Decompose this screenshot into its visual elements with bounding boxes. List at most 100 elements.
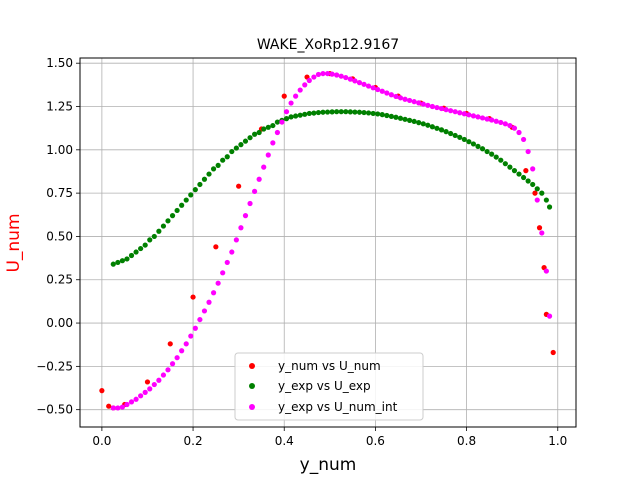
data-point bbox=[229, 249, 235, 255]
data-point bbox=[416, 120, 422, 126]
data-point bbox=[156, 228, 162, 234]
data-point bbox=[543, 268, 549, 274]
data-point bbox=[520, 174, 527, 181]
legend-label-num-int: y_exp vs U_num_int bbox=[278, 400, 398, 414]
data-point bbox=[475, 114, 481, 120]
data-point bbox=[174, 207, 180, 214]
data-point bbox=[206, 299, 212, 305]
data-point bbox=[215, 162, 221, 169]
data-point bbox=[133, 249, 139, 255]
data-point bbox=[256, 176, 262, 182]
data-point bbox=[388, 92, 394, 98]
x-tick-label: 0.4 bbox=[275, 434, 294, 448]
data-point bbox=[536, 225, 543, 231]
data-point bbox=[201, 308, 208, 314]
data-point bbox=[329, 71, 335, 77]
data-point bbox=[270, 140, 276, 146]
data-point bbox=[133, 396, 139, 402]
data-point bbox=[128, 399, 135, 405]
data-point bbox=[224, 259, 230, 266]
data-point bbox=[124, 256, 130, 262]
data-point bbox=[252, 188, 258, 194]
data-point bbox=[507, 122, 513, 129]
data-point bbox=[174, 355, 180, 361]
data-point bbox=[261, 126, 267, 132]
data-point bbox=[438, 127, 445, 133]
data-point bbox=[106, 403, 112, 409]
data-point bbox=[434, 125, 440, 131]
data-point bbox=[479, 115, 486, 121]
y-axis-label: U_num bbox=[4, 213, 24, 272]
data-point bbox=[379, 112, 385, 118]
data-point bbox=[320, 70, 326, 77]
y-tick-label: −0.25 bbox=[36, 359, 73, 373]
data-point bbox=[220, 157, 226, 163]
data-point bbox=[265, 124, 271, 130]
data-point bbox=[302, 82, 308, 88]
y-tick-label: 1.50 bbox=[46, 56, 73, 70]
data-point bbox=[165, 367, 171, 373]
data-point bbox=[119, 404, 125, 410]
legend-marker-exp bbox=[249, 383, 255, 389]
data-point bbox=[169, 361, 176, 367]
data-point bbox=[397, 115, 404, 121]
data-point bbox=[338, 73, 344, 79]
x-axis-label: y_num bbox=[300, 455, 357, 475]
data-point bbox=[534, 197, 540, 203]
legend-marker-num-int bbox=[249, 404, 255, 410]
data-point bbox=[233, 237, 239, 243]
y-tick-label: 0.50 bbox=[46, 229, 73, 243]
data-point bbox=[388, 113, 394, 119]
data-point bbox=[165, 218, 171, 224]
data-point bbox=[210, 290, 217, 296]
data-point bbox=[475, 143, 481, 149]
data-point bbox=[484, 148, 490, 155]
data-point bbox=[461, 111, 467, 117]
data-point bbox=[324, 70, 331, 77]
data-point bbox=[320, 109, 326, 115]
data-point bbox=[147, 237, 153, 243]
data-point bbox=[466, 112, 472, 118]
data-point bbox=[470, 141, 477, 147]
data-point bbox=[370, 85, 376, 91]
legend-label-num: y_num vs U_num bbox=[278, 359, 381, 373]
series-exp bbox=[110, 109, 553, 267]
data-point bbox=[525, 148, 531, 155]
data-point bbox=[311, 110, 317, 116]
data-point bbox=[402, 96, 408, 102]
data-point bbox=[233, 145, 239, 151]
data-point bbox=[530, 181, 536, 188]
data-point bbox=[288, 100, 294, 106]
data-point bbox=[338, 109, 344, 115]
data-point bbox=[539, 230, 545, 236]
data-point bbox=[347, 76, 353, 82]
data-point bbox=[448, 130, 454, 137]
data-point bbox=[179, 202, 185, 208]
legend: y_num vs U_num y_exp vs U_exp y_exp vs U… bbox=[234, 352, 424, 421]
data-point bbox=[115, 259, 121, 266]
data-point bbox=[256, 129, 262, 136]
data-point bbox=[210, 166, 217, 172]
data-point bbox=[224, 154, 230, 160]
data-point bbox=[142, 389, 148, 395]
data-point bbox=[167, 341, 173, 347]
data-point bbox=[416, 100, 422, 106]
data-point bbox=[356, 109, 363, 115]
data-point bbox=[220, 270, 226, 276]
x-tick-label: 0.0 bbox=[92, 434, 111, 448]
data-point bbox=[188, 333, 194, 339]
data-point bbox=[438, 105, 445, 112]
data-point bbox=[429, 103, 435, 110]
data-point bbox=[306, 110, 312, 117]
data-point bbox=[379, 88, 385, 94]
data-point bbox=[229, 148, 235, 155]
data-point bbox=[110, 405, 116, 411]
data-point bbox=[151, 381, 157, 388]
data-point bbox=[315, 71, 322, 78]
y-tick-label: −0.50 bbox=[36, 403, 73, 417]
data-point bbox=[192, 187, 198, 193]
data-point bbox=[242, 213, 249, 219]
x-tick-label: 0.6 bbox=[366, 434, 385, 448]
data-point bbox=[142, 242, 148, 248]
